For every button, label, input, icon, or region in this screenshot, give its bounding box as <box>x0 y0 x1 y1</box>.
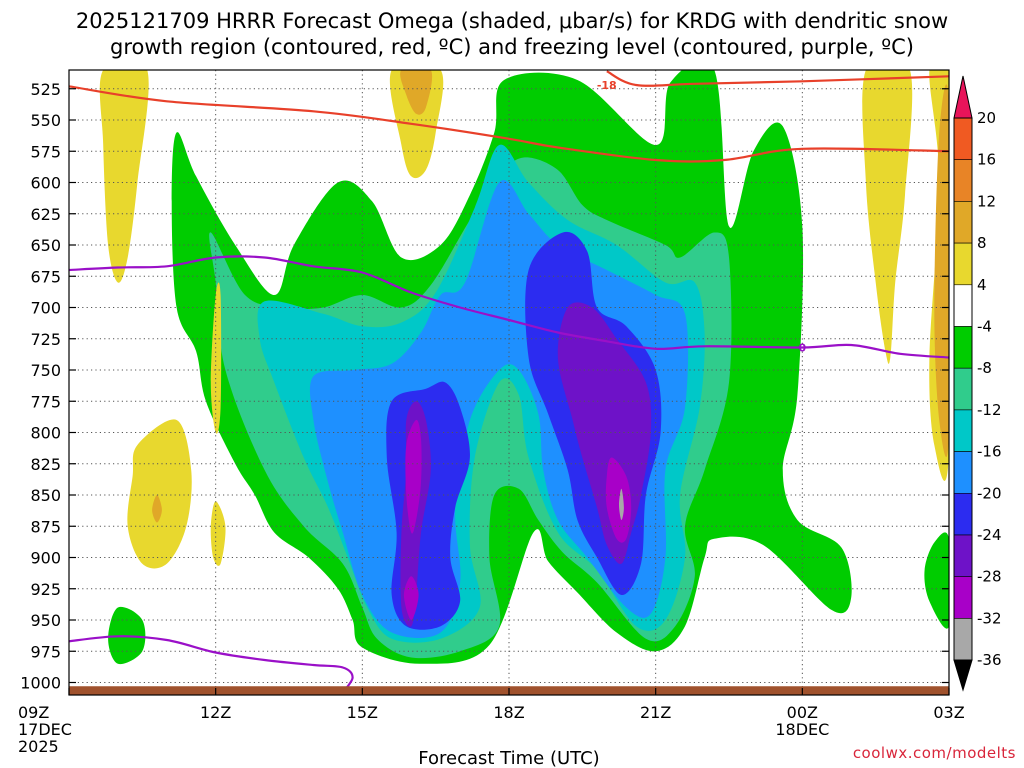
y-tick-label-800: 800 <box>30 424 61 443</box>
x-tick-label-9-line0: 18Z <box>493 703 524 722</box>
colorbar-bin-13 <box>953 618 973 661</box>
omega-region-10-level-28 <box>405 419 422 534</box>
x-tick-label-15-line1: 18DEC <box>775 720 829 739</box>
colorbar-label-10: -24 <box>977 526 1002 544</box>
colorbar-label-1: 16 <box>977 151 996 169</box>
y-tick-label-525: 525 <box>30 80 61 99</box>
colorbar-bin-2 <box>953 159 973 202</box>
omega-region-21-level8 <box>400 70 433 115</box>
y-tick-label-750: 750 <box>30 361 61 380</box>
colorbar-bin-10 <box>953 492 973 536</box>
freezing-contour-line-1 <box>69 635 354 694</box>
colorbar-label-9: -20 <box>977 484 1002 502</box>
colorbar-bin-9 <box>953 451 973 494</box>
y-tick-label-650: 650 <box>30 236 61 255</box>
colorbar-bottom-arrow <box>953 659 973 692</box>
colorbar-label-2: 12 <box>977 192 996 210</box>
omega-region-12-level-28 <box>605 457 632 543</box>
freezing-contour-line-0 <box>69 255 949 359</box>
y-tick-label-675: 675 <box>30 267 61 286</box>
y-tick-label-1000: 1000 <box>20 674 61 693</box>
x-tick-label-0-line0: 09Z <box>18 703 49 722</box>
colorbar-label-13: -36 <box>977 651 1002 669</box>
x-axis-label: Forecast Time (UTC) <box>418 748 599 768</box>
omega-region-16-level4 <box>862 70 913 364</box>
y-tick-label-600: 600 <box>30 174 61 193</box>
title-line-1: 2025121709 HRRR Forecast Omega (shaded, … <box>76 9 948 33</box>
dgz-contour-line-0 <box>69 85 949 163</box>
y-tick-label-850: 850 <box>30 486 61 505</box>
x-tick-label-0-line1: 17DEC <box>18 720 72 739</box>
y-tick-label-575: 575 <box>30 142 61 161</box>
omega-region-2-level-4 <box>924 532 949 629</box>
dgz-contour-line-1 <box>606 70 949 87</box>
colorbar-bin-4 <box>953 242 973 286</box>
colorbar-frame <box>953 117 973 661</box>
y-tick-label-950: 950 <box>30 611 61 630</box>
omega-region-13-level-32 <box>619 488 624 521</box>
chart-title: 2025121709 HRRR Forecast Omega (shaded, … <box>76 9 948 59</box>
omega-region-22-level8 <box>934 84 949 458</box>
colorbar-bin-12 <box>953 576 973 619</box>
dotted-grid <box>69 70 949 695</box>
colorbar-label-12: -32 <box>977 609 1002 627</box>
colorbar-bin-1 <box>953 117 973 161</box>
y-tick-label-975: 975 <box>30 642 61 661</box>
credit-text: coolwx.com/modelts <box>853 744 1016 762</box>
x-tick-label-15-line0: 00Z <box>787 703 818 722</box>
y-tick-label-775: 775 <box>30 392 61 411</box>
y-tick-label-700: 700 <box>30 299 61 318</box>
omega-region-14-level4 <box>99 70 149 283</box>
dgz-contour-label-0: -18 <box>597 79 617 92</box>
colorbar-bin-8 <box>953 409 973 452</box>
colorbar-label-8: -16 <box>977 443 1002 461</box>
temperature-contours: -18 0 <box>69 70 949 694</box>
y-tick-label-875: 875 <box>30 517 61 536</box>
y-tick-label-925: 925 <box>30 580 61 599</box>
y-axis: 525 550 575 600 625 650 675 700 725 750 775 800 825 8… <box>20 80 949 693</box>
x-tick-label-0-line2: 2025 <box>18 737 59 756</box>
x-tick-label-18-line0: 03Z <box>933 703 964 722</box>
y-tick-label-825: 825 <box>30 455 61 474</box>
colorbar-bin-3 <box>953 201 973 244</box>
omega-region-18-level4 <box>210 282 222 434</box>
colorbar-label-7: -12 <box>977 401 1002 419</box>
colorbar-label-0: 20 <box>977 109 996 127</box>
colorbar-label-3: 8 <box>977 234 987 252</box>
colorbar-bin-6 <box>953 326 973 369</box>
colorbar-bin-7 <box>953 367 973 411</box>
colorbar-label-11: -28 <box>977 568 1002 586</box>
colorbar-label-6: -8 <box>977 359 992 377</box>
omega-region-11-level-28 <box>403 576 419 620</box>
y-tick-label-725: 725 <box>30 330 61 349</box>
y-tick-label-550: 550 <box>30 111 61 130</box>
colorbar-label-4: 4 <box>977 276 987 294</box>
omega-region-19-level4 <box>127 419 192 569</box>
omega-region-23-level8 <box>152 495 162 523</box>
colorbar-top-arrow <box>953 75 973 119</box>
omega-shading <box>99 70 949 665</box>
colorbar-bin-11 <box>953 534 973 578</box>
freezing-contour-label-0: 0 <box>799 342 807 355</box>
x-tick-label-6-line0: 15Z <box>347 703 378 722</box>
y-tick-label-625: 625 <box>30 205 61 224</box>
colorbar-bin-5 <box>953 284 973 327</box>
colorbar-label-5: -4 <box>977 318 992 336</box>
title-line-2: growth region (contoured, red, ºC) and f… <box>110 35 914 59</box>
colorbar: 20 16 12 8 4 -4 -8 -12 -16 -20 -24 -28 -32 -36 <box>953 75 1002 692</box>
x-tick-label-3-line0: 12Z <box>200 703 231 722</box>
x-tick-label-12-line0: 21Z <box>640 703 671 722</box>
y-tick-label-900: 900 <box>30 549 61 568</box>
omega-region-20-level4 <box>210 501 226 566</box>
